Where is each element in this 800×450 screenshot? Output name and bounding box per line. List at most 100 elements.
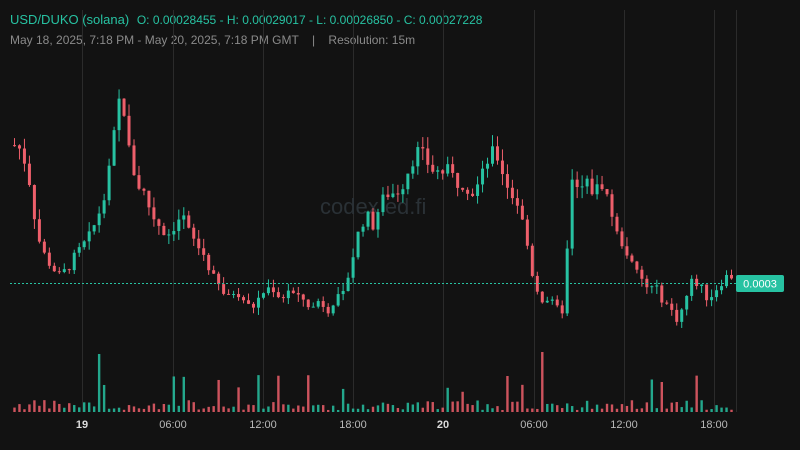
volume-bar: [705, 409, 708, 412]
candle-body: [416, 147, 420, 167]
candle-body: [605, 189, 609, 195]
candle-body: [575, 179, 579, 188]
candle-body: [426, 148, 430, 165]
candle-body: [42, 241, 46, 253]
volume-bar: [38, 405, 41, 412]
volume-bar: [356, 408, 360, 412]
candle-body: [172, 231, 176, 235]
volume-bar: [232, 406, 235, 412]
volume-bar: [645, 402, 649, 412]
candle-body: [271, 287, 275, 293]
volume-bar: [102, 384, 106, 412]
candle-body: [555, 299, 559, 306]
candle-body: [192, 227, 196, 239]
candle-body: [545, 300, 549, 303]
candle-body: [232, 294, 236, 296]
volume-bar: [326, 409, 330, 412]
candle-body: [640, 269, 644, 279]
volume-bar: [396, 407, 400, 412]
candle-body: [675, 309, 679, 322]
candle-body: [77, 247, 81, 253]
volume-bar: [73, 405, 76, 412]
volume-bar: [192, 402, 195, 412]
volume-bar: [506, 376, 509, 412]
volume-bar: [122, 409, 126, 412]
candle-body: [82, 241, 86, 248]
volume-bar: [147, 405, 151, 412]
candle-body: [356, 231, 360, 258]
candle-body: [366, 211, 370, 227]
candle-body: [137, 175, 141, 189]
ohlc-readout: O: 0.00028455 - H: 0.00029017 - L: 0.000…: [136, 13, 483, 27]
volume-bar: [157, 409, 161, 412]
candle-body: [520, 205, 524, 220]
volume-bar: [466, 403, 469, 412]
volume-bar: [227, 408, 230, 412]
candle-body: [710, 297, 714, 301]
candle-body: [371, 211, 375, 230]
volume-bar: [461, 391, 464, 412]
candle-body: [655, 285, 659, 287]
volume-bar: [336, 409, 340, 412]
grid-lines: [82, 10, 737, 412]
candle-body: [565, 248, 569, 314]
candle-body: [301, 294, 305, 300]
volume-bar: [13, 407, 16, 412]
volume-bar: [496, 406, 499, 412]
candle-body: [436, 170, 440, 172]
chart-header: USD/DUKO (solana) O: 0.00028455 - H: 0.0…: [10, 12, 482, 27]
volume-bar: [456, 401, 459, 412]
candle-body: [590, 178, 594, 195]
volume-bar: [237, 387, 240, 412]
candle-body: [122, 98, 126, 116]
volume-bar: [521, 384, 524, 412]
candle-body: [680, 309, 684, 322]
candle-body: [550, 299, 554, 301]
candle-body: [117, 98, 121, 131]
volume-bar: [401, 409, 405, 412]
volume-bar: [346, 403, 350, 412]
candle-body: [630, 255, 634, 262]
header-separator: |: [311, 33, 316, 47]
candle-body: [461, 187, 465, 190]
volume-bar: [695, 375, 698, 412]
candle-body: [585, 178, 589, 187]
candle-body: [620, 231, 624, 247]
volume-bar: [53, 400, 56, 412]
candle-body: [331, 305, 335, 314]
volume-bar: [43, 400, 46, 412]
volume-bar: [675, 402, 678, 412]
candle-body: [321, 301, 325, 307]
candle-body: [406, 173, 410, 190]
candle-body: [660, 285, 664, 303]
volume-bar: [322, 405, 325, 412]
candle-body: [261, 293, 265, 298]
candle-body: [495, 146, 499, 161]
candle-body: [22, 148, 26, 164]
candle-body: [152, 207, 156, 220]
volume-bar: [585, 400, 589, 412]
pair-title: USD/DUKO (solana): [10, 12, 130, 27]
candle-body: [276, 292, 280, 298]
volume-bar: [277, 375, 280, 412]
volume-bar: [391, 405, 395, 412]
candle-body: [17, 145, 21, 149]
volume-bar: [292, 408, 295, 412]
volume-bar: [610, 404, 614, 412]
volume-bar: [222, 406, 225, 412]
candle-body: [730, 274, 734, 279]
volume-bar: [411, 404, 415, 412]
candle-body: [685, 295, 689, 310]
volume-bar: [307, 375, 310, 412]
candle-body: [471, 193, 475, 196]
candle-body: [27, 163, 31, 186]
volume-bar: [282, 404, 285, 412]
volume-bar: [142, 408, 146, 412]
volume-bar: [725, 407, 728, 412]
candle-body: [132, 145, 136, 176]
candle-body: [401, 189, 405, 195]
volume-bar: [92, 406, 96, 412]
candle-body: [481, 168, 485, 185]
volume-bar: [262, 408, 265, 412]
